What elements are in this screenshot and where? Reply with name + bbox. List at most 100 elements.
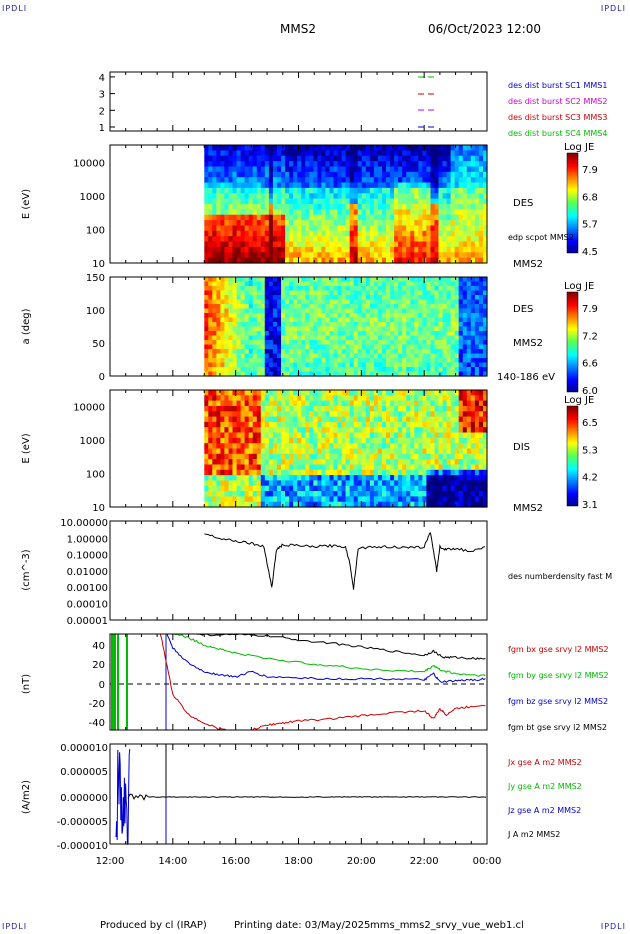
spectrogram-cell xyxy=(478,453,484,460)
spectrogram-cell xyxy=(474,421,480,428)
spectrogram-cell xyxy=(365,290,371,296)
spectrogram-cell xyxy=(325,395,330,402)
spectrogram-cell xyxy=(478,326,484,332)
spectrogram-cell xyxy=(373,286,379,292)
spectrogram-cell xyxy=(418,335,423,341)
spectrogram-cell xyxy=(313,295,318,301)
spectrogram-cell xyxy=(349,209,355,216)
spectrogram-cell xyxy=(208,371,213,377)
spectrogram-cell xyxy=(458,480,464,487)
spectrogram-cell xyxy=(208,469,213,476)
spectrogram-cell xyxy=(325,286,330,292)
spectrogram-cell xyxy=(305,246,310,253)
spectrogram-cell xyxy=(301,304,306,310)
spectrogram-cell xyxy=(264,322,270,328)
spectrogram-cell xyxy=(325,367,330,373)
gap-marker xyxy=(117,634,119,730)
corner-label-bottom-left: IPDLI xyxy=(2,922,28,931)
spectrogram-cell xyxy=(426,166,431,173)
spectrogram-cell xyxy=(281,416,286,423)
spectrogram-cell xyxy=(236,443,242,450)
spectrogram-cell xyxy=(373,469,379,476)
spectrogram-cell xyxy=(224,161,229,168)
spectrogram-cell xyxy=(248,340,254,346)
spectrogram-cell xyxy=(281,453,286,460)
spectrogram-cell xyxy=(289,317,294,323)
spectrogram-cell xyxy=(353,209,359,216)
spectrogram-cell xyxy=(285,150,290,157)
spectrogram-cell xyxy=(260,220,266,227)
spectrogram-cell xyxy=(454,145,460,151)
spectrogram-cell xyxy=(410,335,415,341)
ytick-label: -0.000005 xyxy=(57,817,108,828)
spectrogram-cell xyxy=(256,367,262,373)
spectrogram-cell xyxy=(470,236,476,243)
spectrogram-cell xyxy=(208,416,213,423)
spectrogram-cell xyxy=(252,257,258,264)
spectrogram-cell xyxy=(454,469,460,476)
spectrogram-cell xyxy=(398,416,403,423)
spectrogram-cell xyxy=(277,220,282,227)
spectrogram-cell xyxy=(329,326,335,332)
spectrogram-cell xyxy=(458,230,464,237)
spectrogram-cell xyxy=(325,331,330,337)
spectrogram-cell xyxy=(305,166,310,173)
spectrogram-cell xyxy=(333,277,339,283)
spectrogram-cell xyxy=(410,286,415,292)
spectrogram-cell xyxy=(345,257,351,264)
spectrogram-cell xyxy=(248,432,254,439)
spectrogram-cell xyxy=(260,193,266,200)
spectrogram-cell xyxy=(450,358,456,364)
spectrogram-cell xyxy=(414,220,419,227)
spectrogram-cell xyxy=(442,166,448,173)
spectrogram-cell xyxy=(390,204,395,210)
spectrogram-cell xyxy=(321,496,326,503)
spectrogram-cell xyxy=(426,353,431,359)
spectrogram-cell xyxy=(430,459,436,465)
spectrogram-cell xyxy=(216,252,221,259)
spectrogram-cell xyxy=(321,344,326,350)
spectrogram-cell xyxy=(361,198,367,205)
spectrogram-cell xyxy=(470,501,476,508)
spectrogram-cell xyxy=(224,193,229,200)
spectrogram-cell xyxy=(252,161,258,168)
spectrogram-cell xyxy=(474,182,480,189)
spectrogram-cell xyxy=(204,214,209,221)
spectrogram-cell xyxy=(293,304,298,310)
spectrogram-cell xyxy=(289,299,294,305)
spectrogram-cell xyxy=(474,437,480,444)
spectrogram-cell xyxy=(297,480,302,487)
spectrogram-cell xyxy=(470,313,476,319)
spectrogram-cell xyxy=(349,491,355,497)
spectrogram-cell xyxy=(309,485,314,492)
spectrogram-cell xyxy=(293,353,298,359)
spectrogram-cell xyxy=(422,322,427,328)
ytick-label: 2 xyxy=(99,106,105,117)
spectrogram-cell xyxy=(232,395,238,402)
spectrogram-cell xyxy=(325,171,330,178)
spectrogram-cell xyxy=(313,246,318,253)
spectrogram-cell xyxy=(478,480,484,487)
field-line xyxy=(188,633,486,660)
spectrogram-cell xyxy=(240,427,246,434)
spectrogram-cell xyxy=(398,308,403,314)
spectrogram-cell xyxy=(264,295,270,301)
spectrogram-cell xyxy=(353,335,359,341)
spectrogram-cell xyxy=(212,427,217,434)
spectrogram-cell xyxy=(333,177,339,184)
spectrogram-cell xyxy=(450,400,456,407)
spectrogram-cell xyxy=(277,177,282,184)
spectrogram-cell xyxy=(248,335,254,341)
spectrogram-cell xyxy=(478,230,484,237)
spectrogram-cell xyxy=(369,406,375,412)
spectrogram-cell xyxy=(414,326,419,332)
spectrogram-cell xyxy=(398,290,403,296)
spectrogram-cell xyxy=(446,241,452,248)
spectrogram-cell xyxy=(341,448,347,455)
spectrogram-cell xyxy=(232,198,238,205)
colorbar-tick: 6.5 xyxy=(582,418,598,429)
spectrogram-cell xyxy=(272,485,278,492)
spectrogram-cell xyxy=(450,214,456,221)
spectrogram-cell xyxy=(212,448,217,455)
spectrogram-cell xyxy=(232,299,238,305)
